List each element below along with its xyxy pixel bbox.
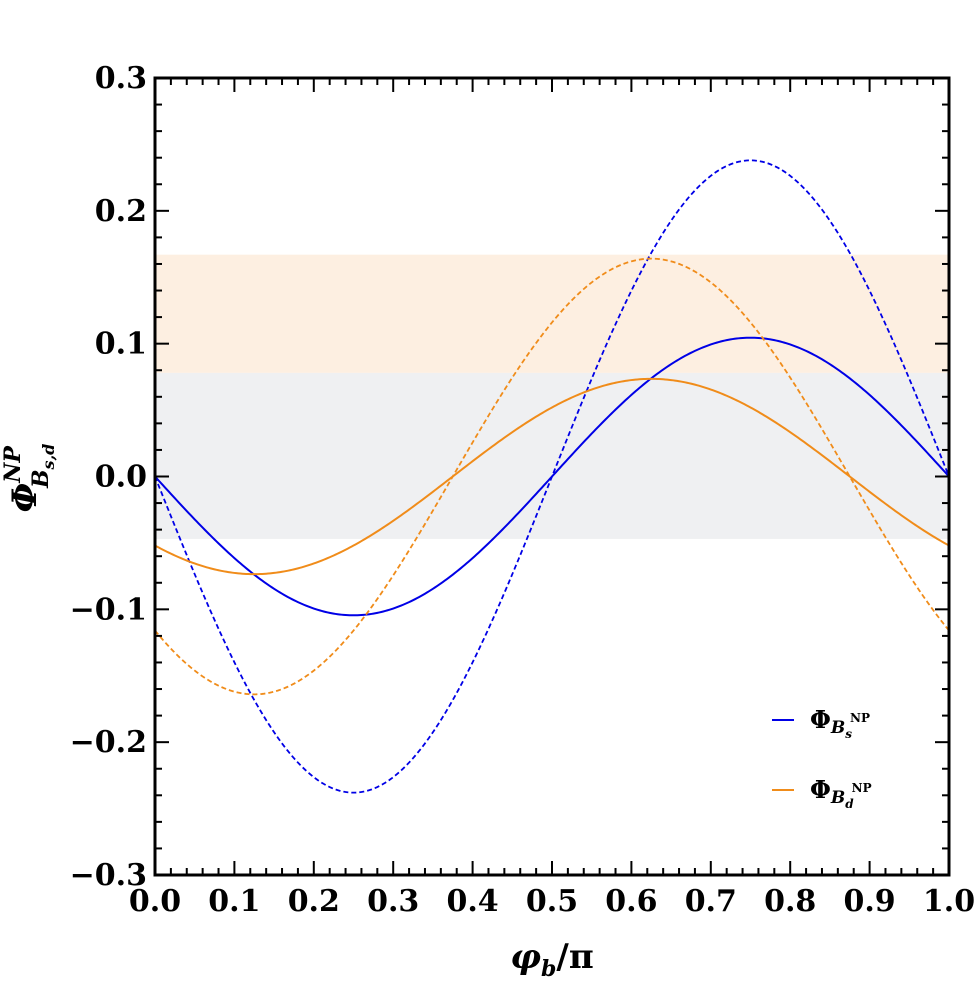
y-tick-label: −0.3	[70, 858, 147, 893]
y-tick-label: 0.0	[95, 460, 147, 495]
x-axis-title: φb/π	[510, 937, 593, 982]
plot-curves	[154, 159, 950, 794]
x-tick-label: 1.0	[923, 884, 975, 919]
x-tick-label: 0.5	[526, 884, 578, 919]
y-axis-title: ΦNPBs,d	[0, 444, 58, 513]
y-tick-label: 0.1	[95, 327, 147, 362]
x-tick-label: 0.6	[605, 884, 657, 919]
legend-label-bd: ΦBdNP	[810, 775, 872, 811]
x-tick-label: 0.8	[764, 884, 816, 919]
y-tick-label: −0.1	[70, 592, 147, 627]
x-tick-label: 0.2	[288, 884, 340, 919]
x-tick-label: 0.7	[685, 884, 737, 919]
x-tick-label: 0.0	[129, 884, 181, 919]
axis-tick-labels: 0.0 0.1 0.2 0.3 0.4 0.5 0.6 0.7 0.8 0.9 1.0 0.3 0.2 0…	[70, 61, 975, 919]
band-0	[155, 254, 949, 373]
legend-label-bs: ΦBsNP	[810, 705, 870, 741]
legend: ΦBsNP ΦBdNP	[772, 705, 872, 811]
x-tick-label: 0.9	[843, 884, 895, 919]
x-tick-label: 0.4	[446, 884, 498, 919]
x-tick-label: 0.3	[367, 884, 419, 919]
y-tick-label: 0.3	[95, 61, 147, 96]
series-line-1	[154, 159, 950, 794]
x-tick-label: 0.1	[208, 884, 260, 919]
y-tick-label: 0.2	[95, 194, 147, 229]
series-line-3	[154, 257, 950, 696]
axis-ticks	[154, 77, 950, 876]
band-1	[155, 372, 949, 539]
shaded-bands	[155, 254, 949, 539]
y-tick-label: −0.2	[70, 725, 147, 760]
series-line-2	[154, 377, 950, 576]
